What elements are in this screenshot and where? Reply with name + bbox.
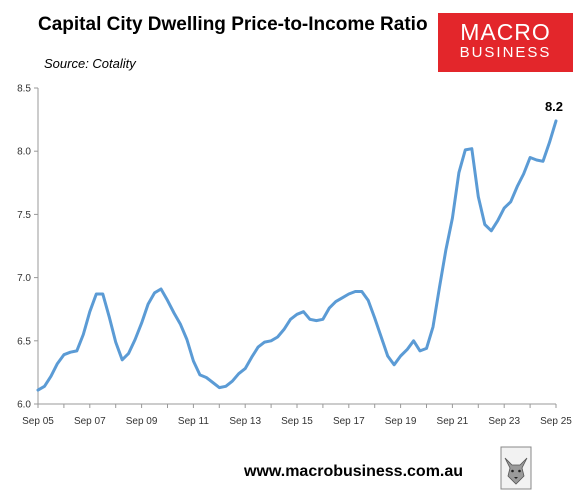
macrobusiness-logo: MACRO BUSINESS [438,13,573,72]
chart-axes [37,88,556,405]
logo-line-1: MACRO [460,19,551,45]
x-tick-label: Sep 09 [126,416,158,427]
y-tick-label: 8.0 [17,147,31,158]
annotations: 8.2 [545,99,563,114]
x-tick-label: Sep 07 [74,416,106,427]
y-tick-label: 6.0 [17,400,31,411]
chart-subtitle: Source: Cotality [44,56,136,71]
y-tick-label: 7.0 [17,273,31,284]
x-axis-ticks: Sep 05 Sep 07 Sep 09 Sep 11 Sep 13 Sep 15 Sep … [22,404,572,427]
series-line [36,119,558,392]
series-group [36,119,558,392]
y-tick-label: 8.5 [17,84,31,95]
y-tick-label: 7.5 [17,210,31,221]
logo-line-2: BUSINESS [459,44,552,61]
x-tick-label: Sep 13 [229,416,261,427]
chart-title: Capital City Dwelling Price-to-Income Ra… [38,14,428,35]
y-tick-label: 6.5 [17,336,31,347]
x-tick-label: Sep 11 [178,416,209,427]
x-tick-label: Sep 19 [385,416,417,427]
x-tick-label: Sep 15 [281,416,313,427]
x-tick-label: Sep 21 [437,416,469,427]
x-tick-label: Sep 17 [333,416,365,427]
website-url: www.macrobusiness.com.au [244,463,464,480]
x-tick-label: Sep 05 [22,416,54,427]
x-tick-label: Sep 25 [540,416,572,427]
end-value-label: 8.2 [545,99,563,114]
fox-icon [500,446,532,490]
y-axis-ticks: 6.0 6.5 7.0 7.5 8.0 8.5 [17,84,38,411]
x-tick-label: Sep 23 [488,416,520,427]
